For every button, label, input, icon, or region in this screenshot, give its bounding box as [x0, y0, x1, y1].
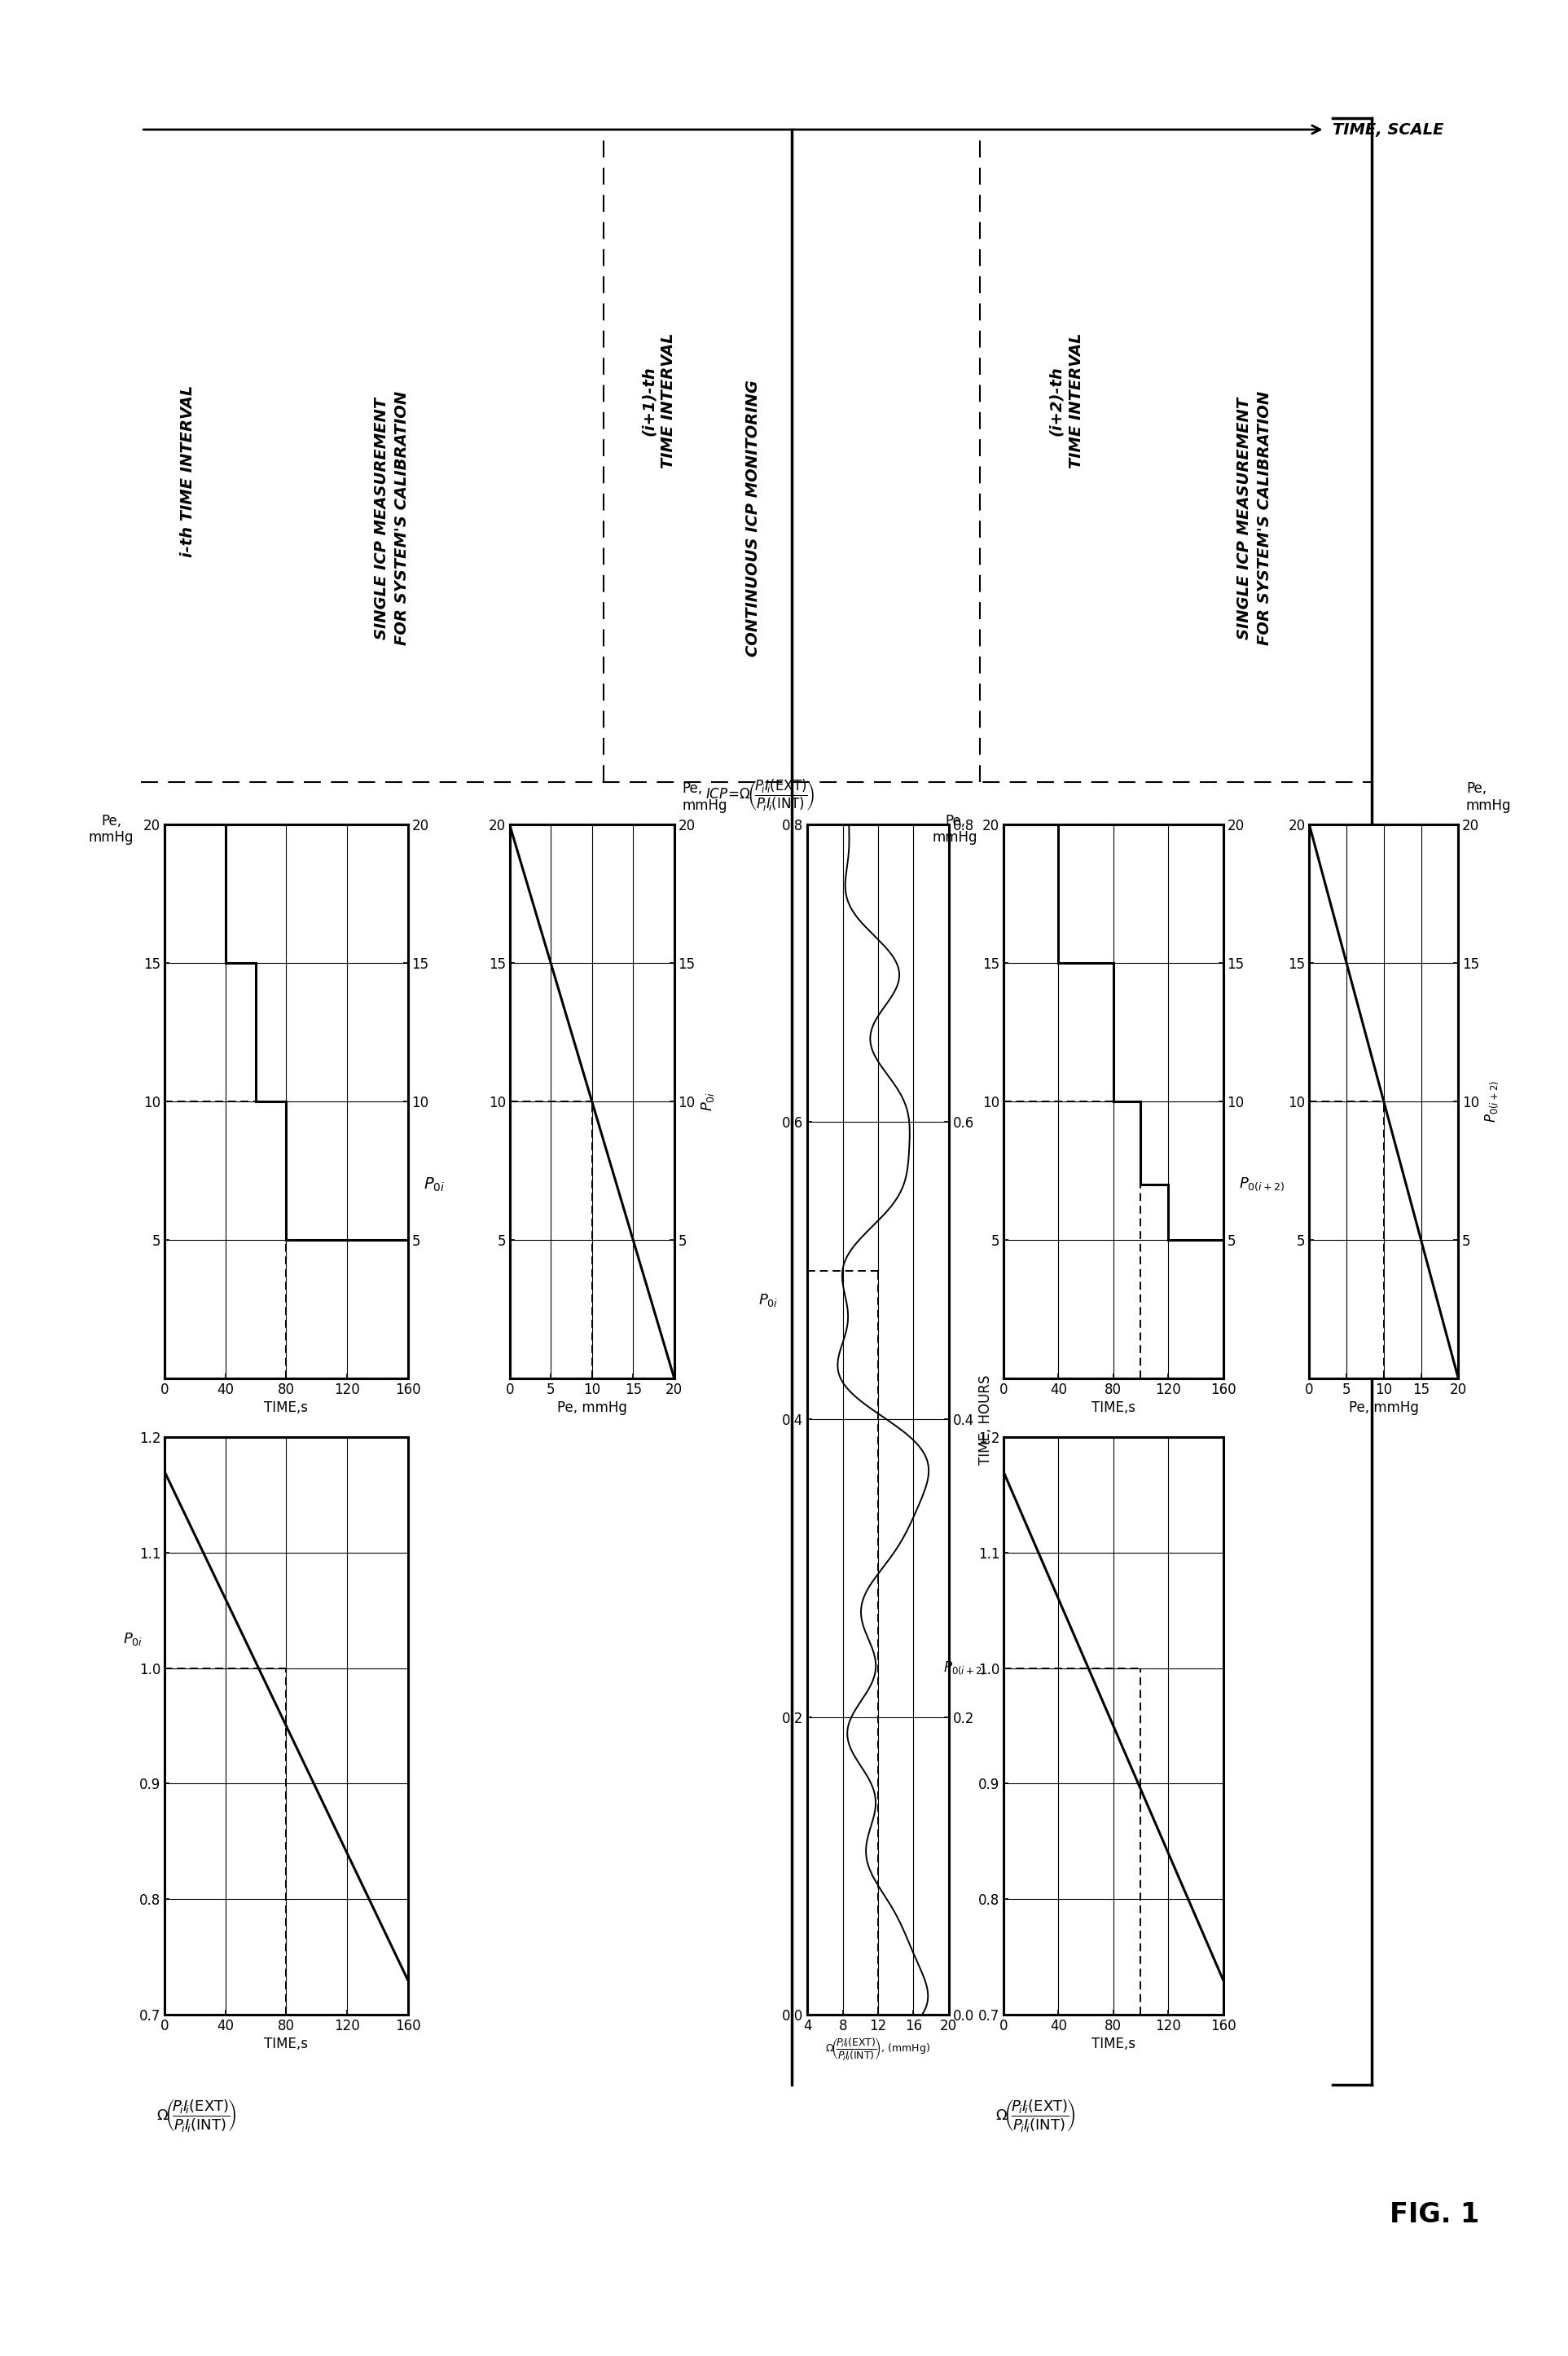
Text: Pe,
mmHg: Pe, mmHg [682, 782, 728, 813]
Y-axis label: $P_{0i}$: $P_{0i}$ [699, 1091, 717, 1112]
X-axis label: Pe, mmHg: Pe, mmHg [1348, 1399, 1419, 1416]
Y-axis label: Pe,
mmHg: Pe, mmHg [933, 813, 978, 846]
Text: $P_{0(i+2)}$: $P_{0(i+2)}$ [1239, 1176, 1284, 1192]
X-axis label: TIME,s: TIME,s [1091, 1399, 1135, 1416]
Text: $\Omega\!\left(\!\dfrac{P_{\!i}I_{\!i}(\mathrm{EXT})}{P_{\!i}I_{\!i}(\mathrm{INT: $\Omega\!\left(\!\dfrac{P_{\!i}I_{\!i}(\… [157, 2097, 237, 2135]
Text: CONTINUOUS ICP MONITORING: CONTINUOUS ICP MONITORING [745, 379, 760, 657]
Text: $P_{0i}$: $P_{0i}$ [423, 1176, 445, 1192]
Text: $\Omega\!\left(\!\dfrac{P_{\!i}I_{\!i}(\mathrm{EXT})}{P_{\!i}I_{\!i}(\mathrm{INT: $\Omega\!\left(\!\dfrac{P_{\!i}I_{\!i}(\… [996, 2097, 1076, 2135]
Text: $P_{0i}$: $P_{0i}$ [759, 1293, 778, 1308]
Text: (i+1)-th
TIME INTERVAL: (i+1)-th TIME INTERVAL [641, 332, 676, 469]
X-axis label: $\Omega\!\left(\!\dfrac{P_{\!i}I_{\!i}(\mathrm{EXT})}{P_{\!i}I_{\!i}(\mathrm{INT: $\Omega\!\left(\!\dfrac{P_{\!i}I_{\!i}(\… [825, 2036, 931, 2062]
Text: (i+2)-th
TIME INTERVAL: (i+2)-th TIME INTERVAL [1049, 332, 1083, 469]
Text: $ICP\!=\!\Omega\!\left(\!\dfrac{P_{\!i}I_{\!i}(\mathrm{EXT})}{P_{\!i}I_{\!i}(\ma: $ICP\!=\!\Omega\!\left(\!\dfrac{P_{\!i}I… [706, 777, 815, 813]
Text: $P_{0(i+2)}$: $P_{0(i+2)}$ [942, 1659, 986, 1677]
Text: TIME, SCALE: TIME, SCALE [1333, 123, 1444, 137]
Text: Pe,
mmHg: Pe, mmHg [1466, 782, 1512, 813]
X-axis label: TIME,s: TIME,s [1091, 2036, 1135, 2052]
X-axis label: TIME,s: TIME,s [263, 2036, 309, 2052]
Y-axis label: TIME, HOURS: TIME, HOURS [978, 1374, 993, 1465]
Text: FIG. 1: FIG. 1 [1389, 2201, 1480, 2229]
Y-axis label: Pe,
mmHg: Pe, mmHg [88, 813, 133, 846]
Y-axis label: $P_{0(i+2)}$: $P_{0(i+2)}$ [1483, 1079, 1501, 1124]
Text: $P_{0i}$: $P_{0i}$ [124, 1630, 143, 1647]
X-axis label: Pe, mmHg: Pe, mmHg [557, 1399, 627, 1416]
X-axis label: TIME,s: TIME,s [263, 1399, 309, 1416]
Text: i-th TIME INTERVAL: i-th TIME INTERVAL [180, 384, 196, 558]
Text: SINGLE ICP MEASUREMENT
FOR SYSTEM'S CALIBRATION: SINGLE ICP MEASUREMENT FOR SYSTEM'S CALI… [1237, 391, 1272, 646]
Text: SINGLE ICP MEASUREMENT
FOR SYSTEM'S CALIBRATION: SINGLE ICP MEASUREMENT FOR SYSTEM'S CALI… [375, 391, 409, 646]
